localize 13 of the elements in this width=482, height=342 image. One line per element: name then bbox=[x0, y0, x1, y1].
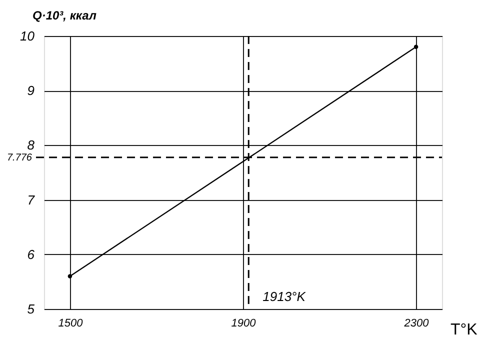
x-tick-label: 2300 bbox=[403, 318, 430, 330]
y-tick-label: 7 bbox=[27, 192, 36, 208]
ref-line-label: 7.776 bbox=[6, 152, 32, 164]
y-tick-label: 9 bbox=[27, 83, 34, 98]
y-tick-label: 6 bbox=[27, 246, 36, 262]
y-tick-label: 8 bbox=[27, 138, 36, 153]
x-axis-title: T°K bbox=[450, 322, 478, 338]
y-axis-title: Q·10³, ккал bbox=[32, 8, 97, 22]
y-tick-label: 5 bbox=[27, 302, 36, 316]
x-tick-label: 1900 bbox=[231, 318, 257, 330]
x-tick-label: 1500 bbox=[58, 318, 84, 330]
y-tick-label: 10 bbox=[20, 28, 36, 44]
ref-line-label: 1913°K bbox=[262, 289, 307, 304]
